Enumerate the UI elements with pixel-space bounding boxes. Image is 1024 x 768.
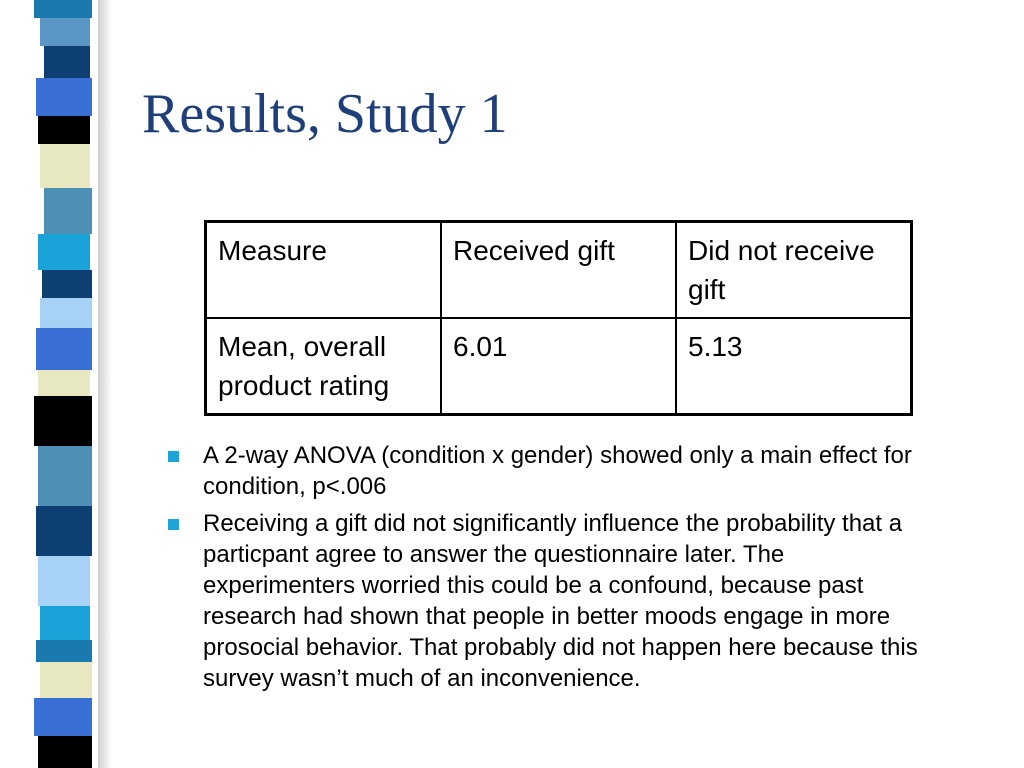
bullet-item: A 2-way ANOVA (condition x gender) showe… bbox=[166, 440, 936, 502]
stripe-block bbox=[38, 370, 90, 396]
stripe-block bbox=[44, 188, 92, 234]
bullet-text: A 2-way ANOVA (condition x gender) showe… bbox=[203, 442, 912, 500]
stripe-block bbox=[38, 116, 90, 144]
header-cell-did-not-receive-gift: Did not receive gift bbox=[675, 220, 913, 319]
stripe-block bbox=[36, 78, 92, 116]
stripe-block bbox=[40, 606, 90, 640]
stripe-block bbox=[38, 234, 90, 270]
bullet-item: Receiving a gift did not significantly i… bbox=[166, 508, 936, 694]
decorative-stripe-band bbox=[0, 0, 98, 768]
stripe-block bbox=[34, 0, 92, 18]
stripe-block bbox=[36, 640, 92, 662]
square-bullet-icon bbox=[168, 451, 179, 462]
stripe-shadow bbox=[98, 0, 112, 768]
stripe-block bbox=[38, 446, 92, 506]
square-bullet-icon bbox=[168, 519, 179, 530]
stripe-block bbox=[38, 556, 90, 606]
table-row: Mean, overall product rating 6.01 5.13 bbox=[204, 317, 913, 416]
header-cell-measure: Measure bbox=[204, 220, 442, 319]
stripe-block bbox=[36, 506, 92, 556]
stripe-block bbox=[40, 144, 90, 188]
stripe-block bbox=[40, 18, 90, 46]
stripe-block bbox=[40, 662, 92, 698]
stripe-block bbox=[34, 396, 92, 446]
stripe-block bbox=[36, 328, 92, 370]
stripe-block bbox=[44, 46, 90, 78]
stripe-block bbox=[40, 298, 92, 328]
table-header-row: Measure Received gift Did not receive gi… bbox=[204, 220, 913, 319]
stripe-block bbox=[34, 698, 92, 736]
bullet-list: A 2-way ANOVA (condition x gender) showe… bbox=[166, 440, 936, 700]
slide-title: Results, Study 1 bbox=[142, 83, 508, 145]
stripe-block bbox=[38, 736, 92, 768]
stripe-block bbox=[42, 270, 92, 298]
results-table: Measure Received gift Did not receive gi… bbox=[204, 220, 913, 416]
cell-measure-name: Mean, overall product rating bbox=[204, 317, 442, 416]
header-cell-received-gift: Received gift bbox=[440, 220, 677, 319]
cell-did-not-receive-gift-value: 5.13 bbox=[675, 317, 913, 416]
bullet-text: Receiving a gift did not significantly i… bbox=[203, 510, 918, 692]
cell-received-gift-value: 6.01 bbox=[440, 317, 677, 416]
